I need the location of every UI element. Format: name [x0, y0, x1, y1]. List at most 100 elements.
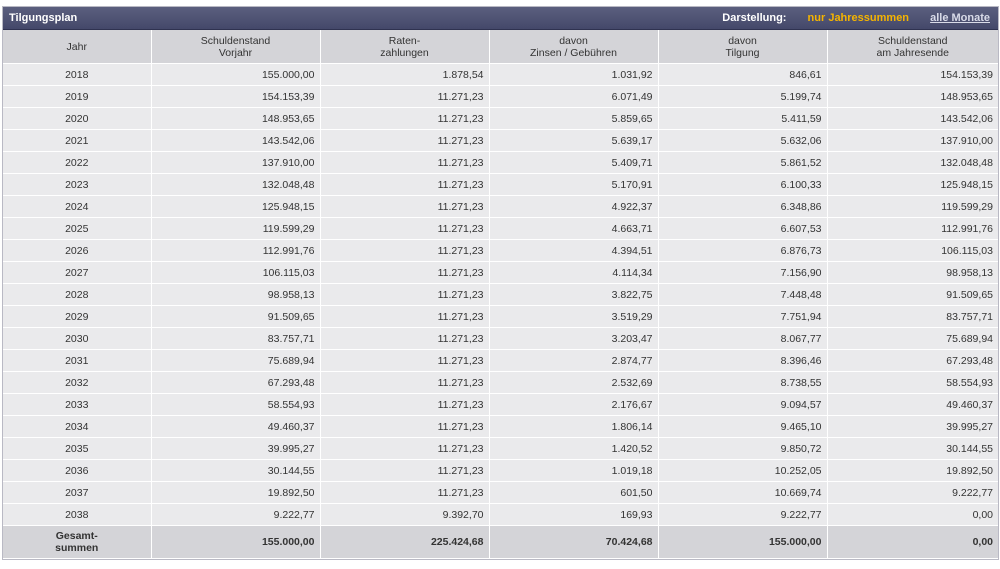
total-cell-principal: 155.000,00	[658, 525, 828, 559]
cell-interest-fees: 3.203,47	[489, 327, 659, 350]
cell-principal: 7.448,48	[658, 283, 828, 306]
table-row: 2019 154.153,39 11.271,23 6.071,49 5.199,74 1…	[3, 85, 998, 108]
cell-principal: 9.094,57	[658, 393, 828, 416]
col-header-line2: Vorjahr	[218, 46, 253, 59]
panel-titlebar: Tilgungsplan Darstellung: nur Jahressumm…	[3, 7, 998, 30]
table-row: 2035 39.995,27 11.271,23 1.420,52 9.850,72 30…	[3, 437, 998, 460]
cell-prev-balance: 137.910,00	[151, 151, 321, 174]
cell-year: 2032	[3, 371, 152, 394]
cell-payments: 11.271,23	[320, 437, 490, 460]
cell-prev-balance: 98.958,13	[151, 283, 321, 306]
cell-end-balance: 19.892,50	[827, 459, 998, 482]
cell-interest-fees: 1.031,92	[489, 63, 659, 86]
cell-year: 2018	[3, 63, 152, 86]
cell-payments: 11.271,23	[320, 305, 490, 328]
cell-principal: 5.861,52	[658, 151, 828, 174]
cell-payments: 11.271,23	[320, 173, 490, 196]
cell-principal: 8.738,55	[658, 371, 828, 394]
cell-year: 2038	[3, 503, 152, 526]
table-row: 2032 67.293,48 11.271,23 2.532,69 8.738,55 58…	[3, 371, 998, 394]
cell-principal: 9.465,10	[658, 415, 828, 438]
cell-principal: 10.252,05	[658, 459, 828, 482]
cell-payments: 11.271,23	[320, 393, 490, 416]
col-header-principal: davon Tilgung	[658, 30, 828, 64]
cell-interest-fees: 6.071,49	[489, 85, 659, 108]
cell-end-balance: 39.995,27	[827, 415, 998, 438]
cell-interest-fees: 5.170,91	[489, 173, 659, 196]
cell-payments: 11.271,23	[320, 195, 490, 218]
cell-year: 2034	[3, 415, 152, 438]
cell-principal: 6.876,73	[658, 239, 828, 262]
cell-prev-balance: 132.048,48	[151, 173, 321, 196]
display-options: Darstellung: nur Jahressummen alle Monat…	[722, 7, 990, 29]
table-row: 2033 58.554,93 11.271,23 2.176,67 9.094,57 49…	[3, 393, 998, 416]
cell-principal: 7.751,94	[658, 305, 828, 328]
table-row: 2018 155.000,00 1.878,54 1.031,92 846,61 154.…	[3, 63, 998, 86]
cell-prev-balance: 148.953,65	[151, 107, 321, 130]
col-header-line2: zahlungen	[380, 46, 429, 59]
cell-payments: 11.271,23	[320, 107, 490, 130]
cell-year: 2028	[3, 283, 152, 306]
cell-prev-balance: 83.757,71	[151, 327, 321, 350]
cell-interest-fees: 3.519,29	[489, 305, 659, 328]
cell-prev-balance: 155.000,00	[151, 63, 321, 86]
table-header-row: Jahr Schuldenstand Vorjahr Raten-zahlungen d…	[3, 30, 998, 64]
totals-label: Gesamt-summen	[3, 525, 152, 559]
table-row: 2031 75.689,94 11.271,23 2.874,77 8.396,46 67…	[3, 349, 998, 372]
cell-end-balance: 106.115,03	[827, 239, 998, 262]
col-header-line2: Zinsen / Gebühren	[530, 46, 617, 59]
cell-interest-fees: 1.806,14	[489, 415, 659, 438]
cell-prev-balance: 119.599,29	[151, 217, 321, 240]
cell-principal: 6.607,53	[658, 217, 828, 240]
cell-prev-balance: 112.991,76	[151, 239, 321, 262]
total-cell-interest-fees: 70.424,68	[489, 525, 659, 559]
cell-end-balance: 0,00	[827, 503, 998, 526]
col-header-line1: davon	[559, 34, 588, 47]
cell-year: 2026	[3, 239, 152, 262]
cell-prev-balance: 125.948,15	[151, 195, 321, 218]
table-row: 2029 91.509,65 11.271,23 3.519,29 7.751,94 83…	[3, 305, 998, 328]
cell-end-balance: 112.991,76	[827, 217, 998, 240]
col-header-line1: davon	[728, 34, 757, 47]
cell-prev-balance: 106.115,03	[151, 261, 321, 284]
totals-row: Gesamt-summen 155.000,00 225.424,68 70.424,…	[3, 525, 998, 559]
display-label: Darstellung:	[722, 12, 787, 24]
table-row: 2026 112.991,76 11.271,23 4.394,51 6.876,73 1…	[3, 239, 998, 262]
cell-prev-balance: 67.293,48	[151, 371, 321, 394]
cell-principal: 6.348,86	[658, 195, 828, 218]
cell-end-balance: 30.144,55	[827, 437, 998, 460]
cell-end-balance: 137.910,00	[827, 129, 998, 152]
table-row: 2022 137.910,00 11.271,23 5.409,71 5.861,52 1…	[3, 151, 998, 174]
cell-year: 2030	[3, 327, 152, 350]
cell-payments: 11.271,23	[320, 459, 490, 482]
cell-year: 2035	[3, 437, 152, 460]
option-yearly-totals[interactable]: nur Jahressummen	[807, 12, 910, 24]
cell-payments: 11.271,23	[320, 239, 490, 262]
cell-payments: 11.271,23	[320, 261, 490, 284]
cell-prev-balance: 91.509,65	[151, 305, 321, 328]
cell-payments: 11.271,23	[320, 481, 490, 504]
col-header-interest-fees: davon Zinsen / Gebühren	[489, 30, 659, 64]
amortization-table: Jahr Schuldenstand Vorjahr Raten-zahlungen d…	[3, 30, 998, 559]
cell-prev-balance: 9.222,77	[151, 503, 321, 526]
cell-interest-fees: 169,93	[489, 503, 659, 526]
cell-prev-balance: 75.689,94	[151, 349, 321, 372]
cell-interest-fees: 1.420,52	[489, 437, 659, 460]
cell-principal: 8.067,77	[658, 327, 828, 350]
cell-principal: 5.199,74	[658, 85, 828, 108]
col-header-end-balance: Schuldenstand am Jahresende	[827, 30, 998, 64]
cell-end-balance: 119.599,29	[827, 195, 998, 218]
cell-payments: 11.271,23	[320, 151, 490, 174]
table-row: 2021 143.542,06 11.271,23 5.639,17 5.632,06 1…	[3, 129, 998, 152]
cell-prev-balance: 58.554,93	[151, 393, 321, 416]
table-row: 2036 30.144,55 11.271,23 1.019,18 10.252,05 1…	[3, 459, 998, 482]
col-header-line1: Jahr	[66, 40, 87, 53]
cell-year: 2020	[3, 107, 152, 130]
cell-end-balance: 58.554,93	[827, 371, 998, 394]
cell-end-balance: 83.757,71	[827, 305, 998, 328]
cell-payments: 11.271,23	[320, 129, 490, 152]
option-all-months-link[interactable]: alle Monate	[930, 12, 990, 24]
col-header-line1: Schuldenstand	[878, 34, 948, 47]
cell-principal: 10.669,74	[658, 481, 828, 504]
cell-year: 2029	[3, 305, 152, 328]
